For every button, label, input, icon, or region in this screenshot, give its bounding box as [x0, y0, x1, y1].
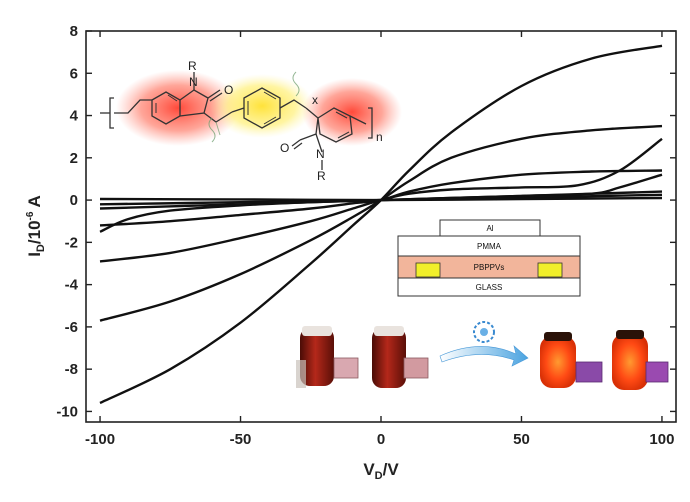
bracket-right: [368, 107, 373, 139]
layer-pmma-label: PMMA: [477, 242, 502, 251]
device-schematic: Al PMMA PBPPVs GLASS: [397, 219, 581, 297]
y-tick-label: 8: [70, 23, 78, 40]
x-tick-label: -100: [85, 431, 115, 448]
layer-glass: [397, 277, 581, 297]
o-atom-top: O: [224, 83, 233, 97]
y-axis: -10 -8 -6 -4 -2 0 2 4 6 8: [56, 23, 676, 420]
y-tick-label: -2: [65, 234, 78, 251]
r-group-bottom: R: [317, 169, 326, 183]
iv-curve-8: [99, 196, 663, 202]
vial-icon: [612, 330, 648, 390]
bracket-left: [109, 97, 114, 129]
y-tick-label: -4: [65, 277, 79, 294]
y-tick-label: -10: [56, 403, 78, 420]
x-tick-label: 0: [377, 431, 385, 448]
x-tick-label: 100: [649, 431, 674, 448]
layer-pbppvs-label: PBPPVs: [474, 263, 505, 272]
polymer-structure: R N O x O N R n: [100, 59, 402, 183]
r-group-top: R: [188, 59, 197, 73]
red-glow-right: [302, 78, 402, 146]
y-tick-label: 4: [70, 108, 79, 125]
x-tick-label: -50: [230, 431, 252, 448]
n-atom-bottom: N: [316, 147, 325, 161]
film-sample: [333, 357, 359, 379]
film-sample: [575, 361, 603, 383]
y-tick-label: 0: [70, 192, 78, 209]
o-atom-bottom: O: [280, 141, 289, 155]
arrow-icon: [439, 345, 529, 367]
uv-lamp-icon: [473, 321, 495, 343]
electrode-right: [537, 262, 563, 278]
y-axis-title: ID/10-6 A: [25, 195, 47, 257]
vial-icon: [296, 326, 334, 388]
red-glow-left: [116, 70, 240, 146]
x-axis: -100 -50 0 50 100: [85, 31, 674, 448]
x-subscript: x: [312, 93, 318, 107]
y-tick-label: 2: [70, 150, 78, 167]
x-tick-label: 50: [513, 431, 530, 448]
n-atom-top: N: [189, 75, 198, 89]
iv-curves: [99, 44, 663, 405]
electrode-left: [415, 262, 441, 278]
n-subscript: n: [376, 130, 383, 144]
film-sample: [645, 361, 669, 383]
layer-al-label: Al: [486, 224, 493, 233]
y-tick-label: -6: [65, 319, 78, 336]
oxindole-ring-right: [317, 107, 353, 143]
vial-icon: [540, 332, 576, 388]
film-sample: [403, 357, 429, 379]
y-tick-label: -8: [65, 361, 78, 378]
y-tick-label: 6: [70, 65, 78, 82]
x-axis-title: VD/V: [363, 460, 399, 482]
vial-icon: [372, 326, 406, 388]
phenylene-ring: [243, 87, 281, 129]
layer-glass-label: GLASS: [476, 283, 503, 292]
vial-photos: [296, 321, 669, 390]
yellow-glow: [210, 74, 314, 138]
